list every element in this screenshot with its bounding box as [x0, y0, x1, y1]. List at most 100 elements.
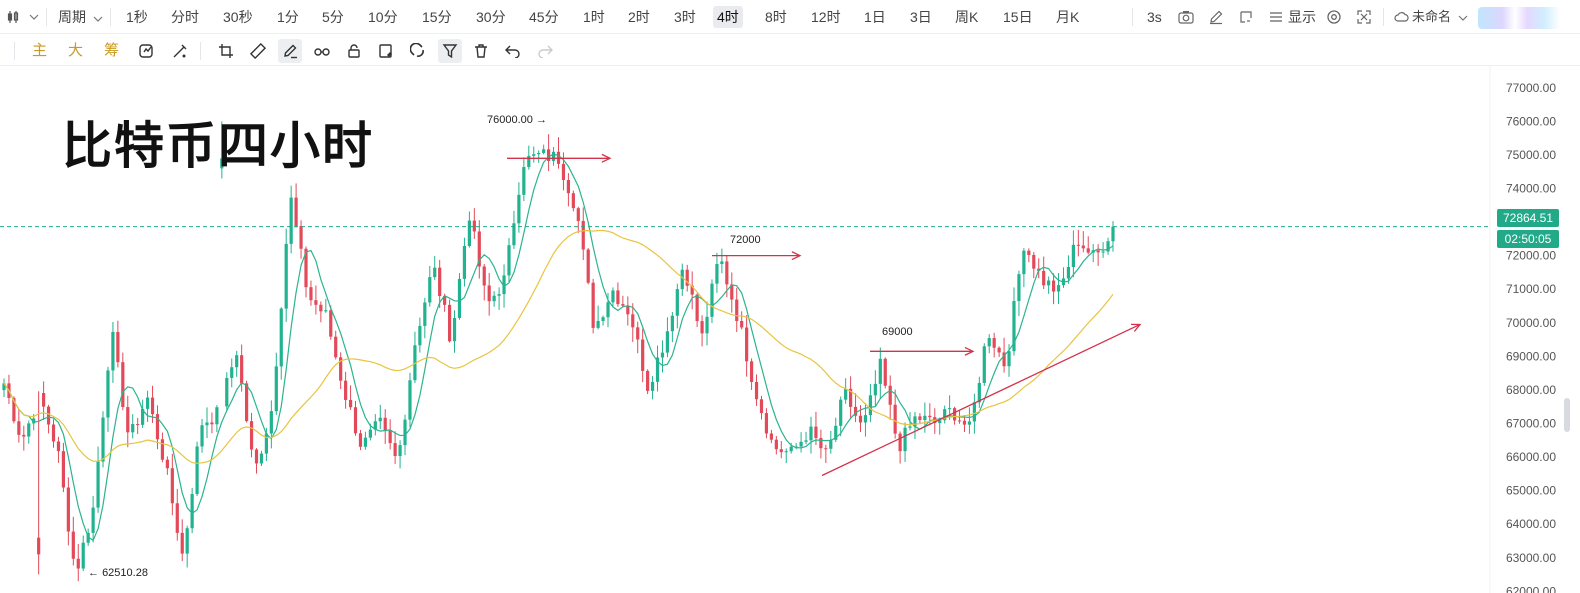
settings-icon[interactable]: [1324, 7, 1344, 27]
list-icon[interactable]: [1266, 7, 1286, 27]
candle-body: [408, 380, 412, 420]
interval-45m[interactable]: 45分: [529, 9, 559, 25]
interval-30m[interactable]: 30分: [476, 9, 506, 25]
candle-body: [220, 158, 224, 169]
chevron-down-icon[interactable]: [24, 7, 44, 27]
avatar[interactable]: [1478, 7, 1560, 29]
period-dropdown[interactable]: 周期: [54, 6, 107, 28]
interval-12h[interactable]: 12时: [811, 9, 841, 25]
interval-5m[interactable]: 5分: [322, 9, 344, 25]
redo-icon[interactable]: [533, 39, 557, 63]
replay-icon[interactable]: [135, 39, 159, 63]
candle-body: [1071, 244, 1075, 267]
indicator-chips[interactable]: 筹: [104, 42, 120, 59]
y-tick-label: 76000.00: [1506, 114, 1556, 128]
interval-1h[interactable]: 1时: [583, 9, 605, 25]
candle-body: [566, 180, 571, 194]
candle-body: [319, 304, 323, 312]
candle-body: [754, 381, 759, 400]
interval-1m[interactable]: 1分: [277, 9, 299, 25]
candle-body: [532, 154, 536, 156]
interval-8h[interactable]: 8时: [765, 9, 787, 25]
fullscreen-icon[interactable]: [1354, 7, 1374, 27]
spectacles-icon[interactable]: [310, 39, 334, 63]
annotation-72000: 72000: [730, 233, 761, 246]
candle-body: [690, 285, 694, 295]
candle-body: [517, 194, 521, 224]
candle-body: [259, 453, 264, 464]
interval-15m[interactable]: 15分: [422, 9, 452, 25]
candle-body: [735, 299, 739, 322]
interval-1d[interactable]: 1日: [864, 9, 886, 25]
window-icon[interactable]: [1236, 7, 1256, 27]
price-axis-scroll-handle[interactable]: [1564, 398, 1570, 432]
crop-icon[interactable]: [214, 39, 238, 63]
indicator-main[interactable]: 主: [32, 42, 48, 59]
note-icon[interactable]: [374, 39, 398, 63]
candle-body: [764, 413, 769, 434]
interval-15d[interactable]: 15日: [1003, 9, 1033, 25]
interval-3d[interactable]: 3日: [910, 9, 932, 25]
trash-icon[interactable]: [469, 39, 493, 63]
candle-body: [443, 296, 447, 305]
candle-body: [388, 430, 392, 444]
ruler-icon[interactable]: [246, 39, 270, 63]
candle-body: [185, 528, 189, 554]
lock-icon[interactable]: [342, 39, 366, 63]
filter-icon[interactable]: [438, 39, 462, 63]
candle-body: [522, 167, 526, 195]
candle-body: [863, 415, 868, 423]
interval-timeline[interactable]: 分时: [171, 9, 199, 25]
candle-body: [96, 461, 100, 508]
candle-body: [972, 402, 976, 422]
brush-icon[interactable]: [278, 39, 302, 63]
candle-body: [507, 245, 511, 276]
candle-body: [512, 223, 516, 246]
y-tick-label: 77000.00: [1506, 81, 1556, 95]
edit-icon[interactable]: [1206, 7, 1226, 27]
candle-body: [244, 383, 249, 422]
candle-body: [542, 149, 546, 153]
magnet-icon[interactable]: [406, 39, 430, 63]
refresh-rate[interactable]: 3s: [1147, 9, 1162, 25]
candle-body: [339, 357, 343, 381]
display-menu[interactable]: 显示: [1288, 9, 1316, 25]
interval-2h[interactable]: 2时: [628, 9, 650, 25]
divider: [200, 42, 201, 60]
candle-body: [749, 361, 754, 382]
indicator-large[interactable]: 大: [68, 42, 84, 59]
candle-body: [725, 261, 729, 285]
interval-10m[interactable]: 10分: [368, 9, 398, 25]
candle-body: [428, 277, 432, 303]
interval-1s[interactable]: 1秒: [126, 9, 148, 25]
candle-body: [665, 331, 670, 353]
pen-tool-icon[interactable]: [168, 39, 192, 63]
candle-body: [769, 433, 773, 440]
interval-4h[interactable]: 4时: [713, 6, 743, 28]
layout-dropdown[interactable]: 未命名: [1390, 6, 1472, 28]
candle-body: [1027, 250, 1031, 255]
candle-body: [868, 395, 873, 416]
candle-body: [626, 305, 630, 315]
annotation-69000: 69000: [882, 326, 913, 339]
interval-3h[interactable]: 3时: [674, 9, 696, 25]
interval-week[interactable]: 周K: [955, 9, 979, 25]
candle-body: [215, 407, 219, 425]
period-label: 周期: [58, 9, 86, 25]
candlestick-icon[interactable]: [6, 7, 26, 27]
timeframe-toolbar: 周期 1秒 分时 30秒 1分 5分 10分 15分 30分 45分 1时 2时…: [0, 0, 1580, 34]
camera-icon[interactable]: [1176, 7, 1196, 27]
candlestick-chart[interactable]: 77000.0076000.0075000.0074000.0073000.00…: [0, 66, 1580, 593]
candle-body: [938, 420, 942, 423]
candle-body: [799, 441, 803, 447]
y-tick-label: 64000.00: [1506, 517, 1556, 531]
last-price-tag: 72864.51: [1497, 209, 1559, 227]
undo-icon[interactable]: [501, 39, 525, 63]
candle-body: [715, 263, 719, 284]
interval-month[interactable]: 月K: [1056, 9, 1080, 25]
candle-body: [240, 355, 244, 384]
candle-body: [131, 424, 135, 433]
interval-30s[interactable]: 30秒: [223, 9, 253, 25]
candle-body: [111, 332, 115, 371]
candle-body: [957, 420, 962, 422]
